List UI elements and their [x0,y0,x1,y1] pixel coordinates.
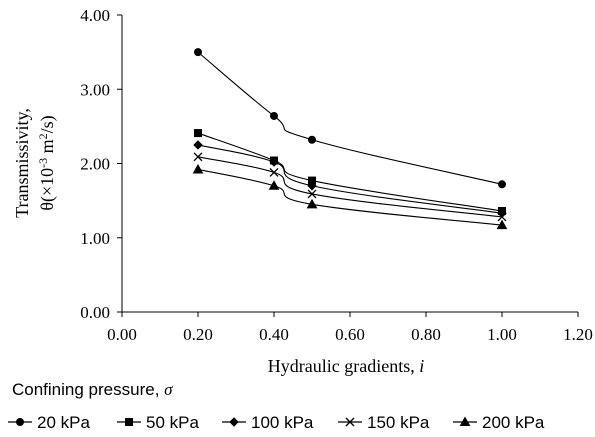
legend-entry-20-kpa: 20 kPa [8,413,90,432]
data-point [497,212,507,222]
series-line [197,144,503,214]
y-tick-label: 2.00 [80,155,110,174]
legend-marker [229,417,239,427]
x-tick-label: 0.40 [259,325,289,344]
data-point [192,163,204,174]
legend-marker [345,417,355,427]
legend-marker [125,418,133,426]
legend-marker [459,416,471,426]
series-150-kpa [193,152,507,222]
legend-marker [16,418,24,426]
data-point [270,111,278,120]
legend: 20 kPa 50 kPa 100 kPa 150 kPa 200 kPa [8,413,545,432]
legend-label: 200 kPa [482,413,545,432]
legend-label: 150 kPa [367,413,430,432]
y-tick-label: 3.00 [80,80,110,99]
data-point [496,219,508,230]
x-tick-label: 0.60 [335,325,365,344]
legend-label: 20 kPa [37,413,90,432]
data-point [269,157,279,167]
x-axis-label: Hydraulic gradients, i [268,356,424,376]
data-point [268,180,280,190]
plot-area: 0.00 1.00 2.00 3.00 4.00 0.00 0.20 0.40 0.60 0.80… [80,6,593,344]
data-point [307,189,317,199]
series-line [197,51,503,185]
series-line [197,168,503,226]
y-axis-label-line2: θ(×10-3 m2/s) [36,115,58,210]
legend-title: Confining pressure, σ [12,380,173,399]
legend-entry-100-kpa: 100 kPa [222,413,314,432]
legend-entry-50-kpa: 50 kPa [117,413,199,432]
y-axis-label-line1: Transmissivity, [12,108,32,218]
data-point [306,198,318,209]
data-point [194,129,202,138]
series-100-kpa [193,140,507,218]
legend-label: 50 kPa [146,413,199,432]
series-line [197,132,503,212]
y-tick-label: 1.00 [80,229,110,248]
x-tick-label: 1.20 [563,325,593,344]
x-tick-label: 0.20 [183,325,213,344]
legend-entry-150-kpa: 150 kPa [338,413,430,432]
data-point [498,180,506,189]
series-line [197,156,503,218]
legend-label: 100 kPa [251,413,314,432]
chart: 0.00 1.00 2.00 3.00 4.00 0.00 0.20 0.40 0.60 0.80… [12,6,593,376]
data-point [193,152,203,162]
y-tick-label: 4.00 [80,6,110,25]
y-tick-label: 0.00 [80,303,110,322]
data-point [308,135,316,144]
series-50-kpa [194,129,506,216]
x-tick-label: 1.00 [487,325,517,344]
series-200-kpa [192,163,508,230]
data-point [193,140,203,150]
data-point [307,181,317,191]
x-tick-label: 0.00 [107,325,137,344]
legend-entry-200-kpa: 200 kPa [453,413,545,432]
data-point [269,167,279,177]
series-20-kpa [194,48,506,189]
x-tick-label: 0.80 [411,325,441,344]
data-point [194,48,202,57]
